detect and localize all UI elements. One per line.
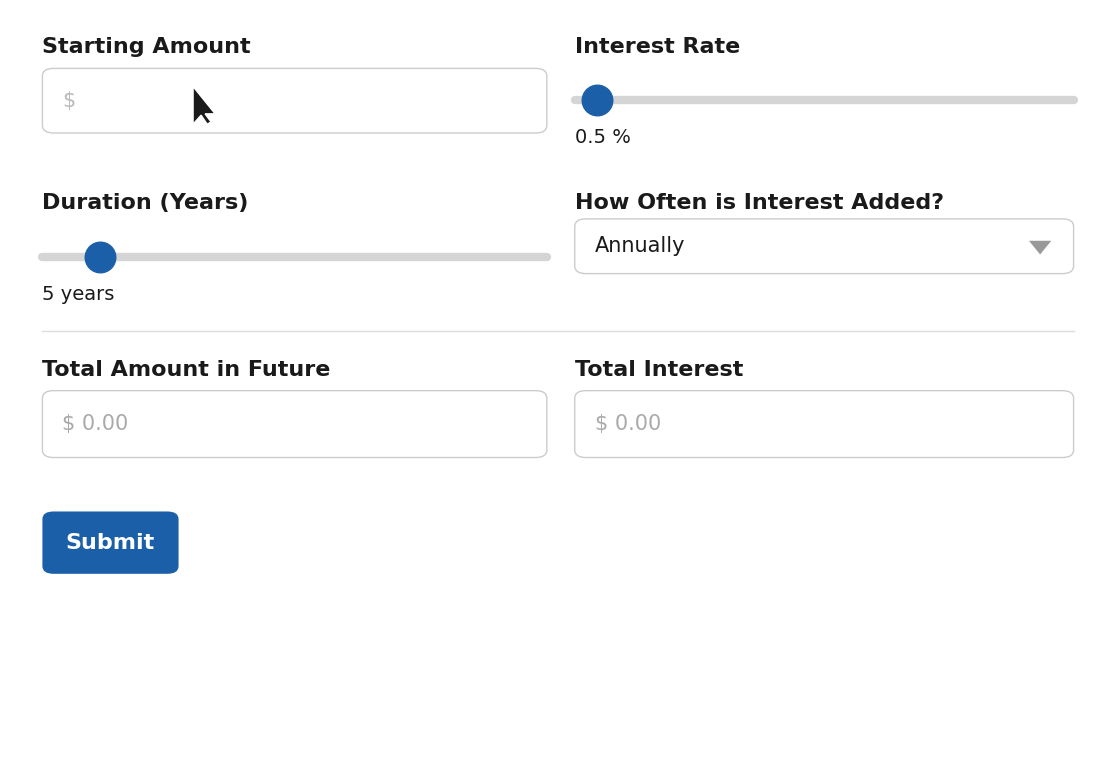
Text: Duration (Years): Duration (Years) <box>42 193 249 213</box>
Text: $ 0.00: $ 0.00 <box>595 414 661 434</box>
FancyBboxPatch shape <box>575 391 1074 458</box>
FancyBboxPatch shape <box>42 511 179 574</box>
Text: Interest Rate: Interest Rate <box>575 37 740 57</box>
Text: Starting Amount: Starting Amount <box>42 37 251 57</box>
Text: 0.5 %: 0.5 % <box>575 128 631 147</box>
Text: $: $ <box>62 90 76 111</box>
Text: Total Amount in Future: Total Amount in Future <box>42 360 330 380</box>
FancyBboxPatch shape <box>42 68 547 133</box>
Polygon shape <box>193 87 215 124</box>
Polygon shape <box>1029 241 1051 255</box>
Text: How Often is Interest Added?: How Often is Interest Added? <box>575 193 944 213</box>
Text: Annually: Annually <box>595 236 685 256</box>
FancyBboxPatch shape <box>575 219 1074 274</box>
Text: Submit: Submit <box>66 533 155 553</box>
Text: $ 0.00: $ 0.00 <box>62 414 128 434</box>
Text: Total Interest: Total Interest <box>575 360 743 380</box>
FancyBboxPatch shape <box>42 391 547 458</box>
Text: 5 years: 5 years <box>42 285 115 304</box>
